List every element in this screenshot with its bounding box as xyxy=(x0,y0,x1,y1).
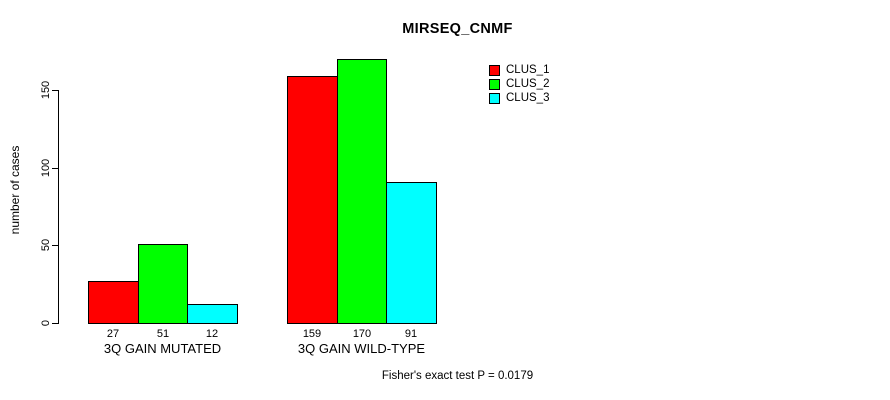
bar-clus_2-group-1 xyxy=(138,244,188,324)
legend-item-clus-3: CLUS_3 xyxy=(489,91,549,105)
bar-clus_3-group-2 xyxy=(386,182,437,324)
category-label-2: 3Q GAIN WILD-TYPE xyxy=(297,341,426,356)
y-tick-150 xyxy=(52,90,58,91)
bar-value-label-91: 91 xyxy=(404,328,418,340)
legend-swatch-clus-3 xyxy=(489,92,500,104)
bar-clus_1-group-1 xyxy=(88,281,139,324)
legend-swatch-clus-1 xyxy=(489,64,500,76)
legend-item-clus-1: CLUS_1 xyxy=(489,63,549,77)
y-tick-label-100: 100 xyxy=(40,158,52,178)
category-label-1: 3Q GAIN MUTATED xyxy=(103,341,222,356)
fisher-test-annotation: Fisher's exact test P = 0.0179 xyxy=(381,370,534,382)
legend-label-clus-2: CLUS_2 xyxy=(506,78,550,90)
legend-swatch-clus-2 xyxy=(489,78,500,90)
y-tick-label-50: 50 xyxy=(40,238,52,252)
y-axis-label: number of cases xyxy=(8,145,22,235)
bar-clus_1-group-2 xyxy=(287,76,338,324)
bar-value-label-170: 170 xyxy=(352,328,372,340)
bar-value-label-12: 12 xyxy=(205,328,219,340)
chart-title: MIRSEQ_CNMF xyxy=(402,21,513,37)
bar-value-label-27: 27 xyxy=(106,328,120,340)
legend-label-clus-3: CLUS_3 xyxy=(506,92,550,104)
bar-clus_2-group-2 xyxy=(337,59,387,324)
legend-label-clus-1: CLUS_1 xyxy=(506,64,550,76)
legend-item-clus-2: CLUS_2 xyxy=(489,77,549,91)
y-tick-0 xyxy=(52,323,58,324)
y-tick-label-0: 0 xyxy=(40,319,52,327)
y-tick-label-150: 150 xyxy=(40,80,52,100)
legend: CLUS_1 CLUS_2 CLUS_3 xyxy=(489,63,549,105)
y-tick-100 xyxy=(52,168,58,169)
y-tick-50 xyxy=(52,245,58,246)
y-axis-line xyxy=(58,90,59,324)
bar-value-label-51: 51 xyxy=(156,328,170,340)
bar-value-label-159: 159 xyxy=(302,328,322,340)
bar-clus_3-group-1 xyxy=(187,304,238,324)
